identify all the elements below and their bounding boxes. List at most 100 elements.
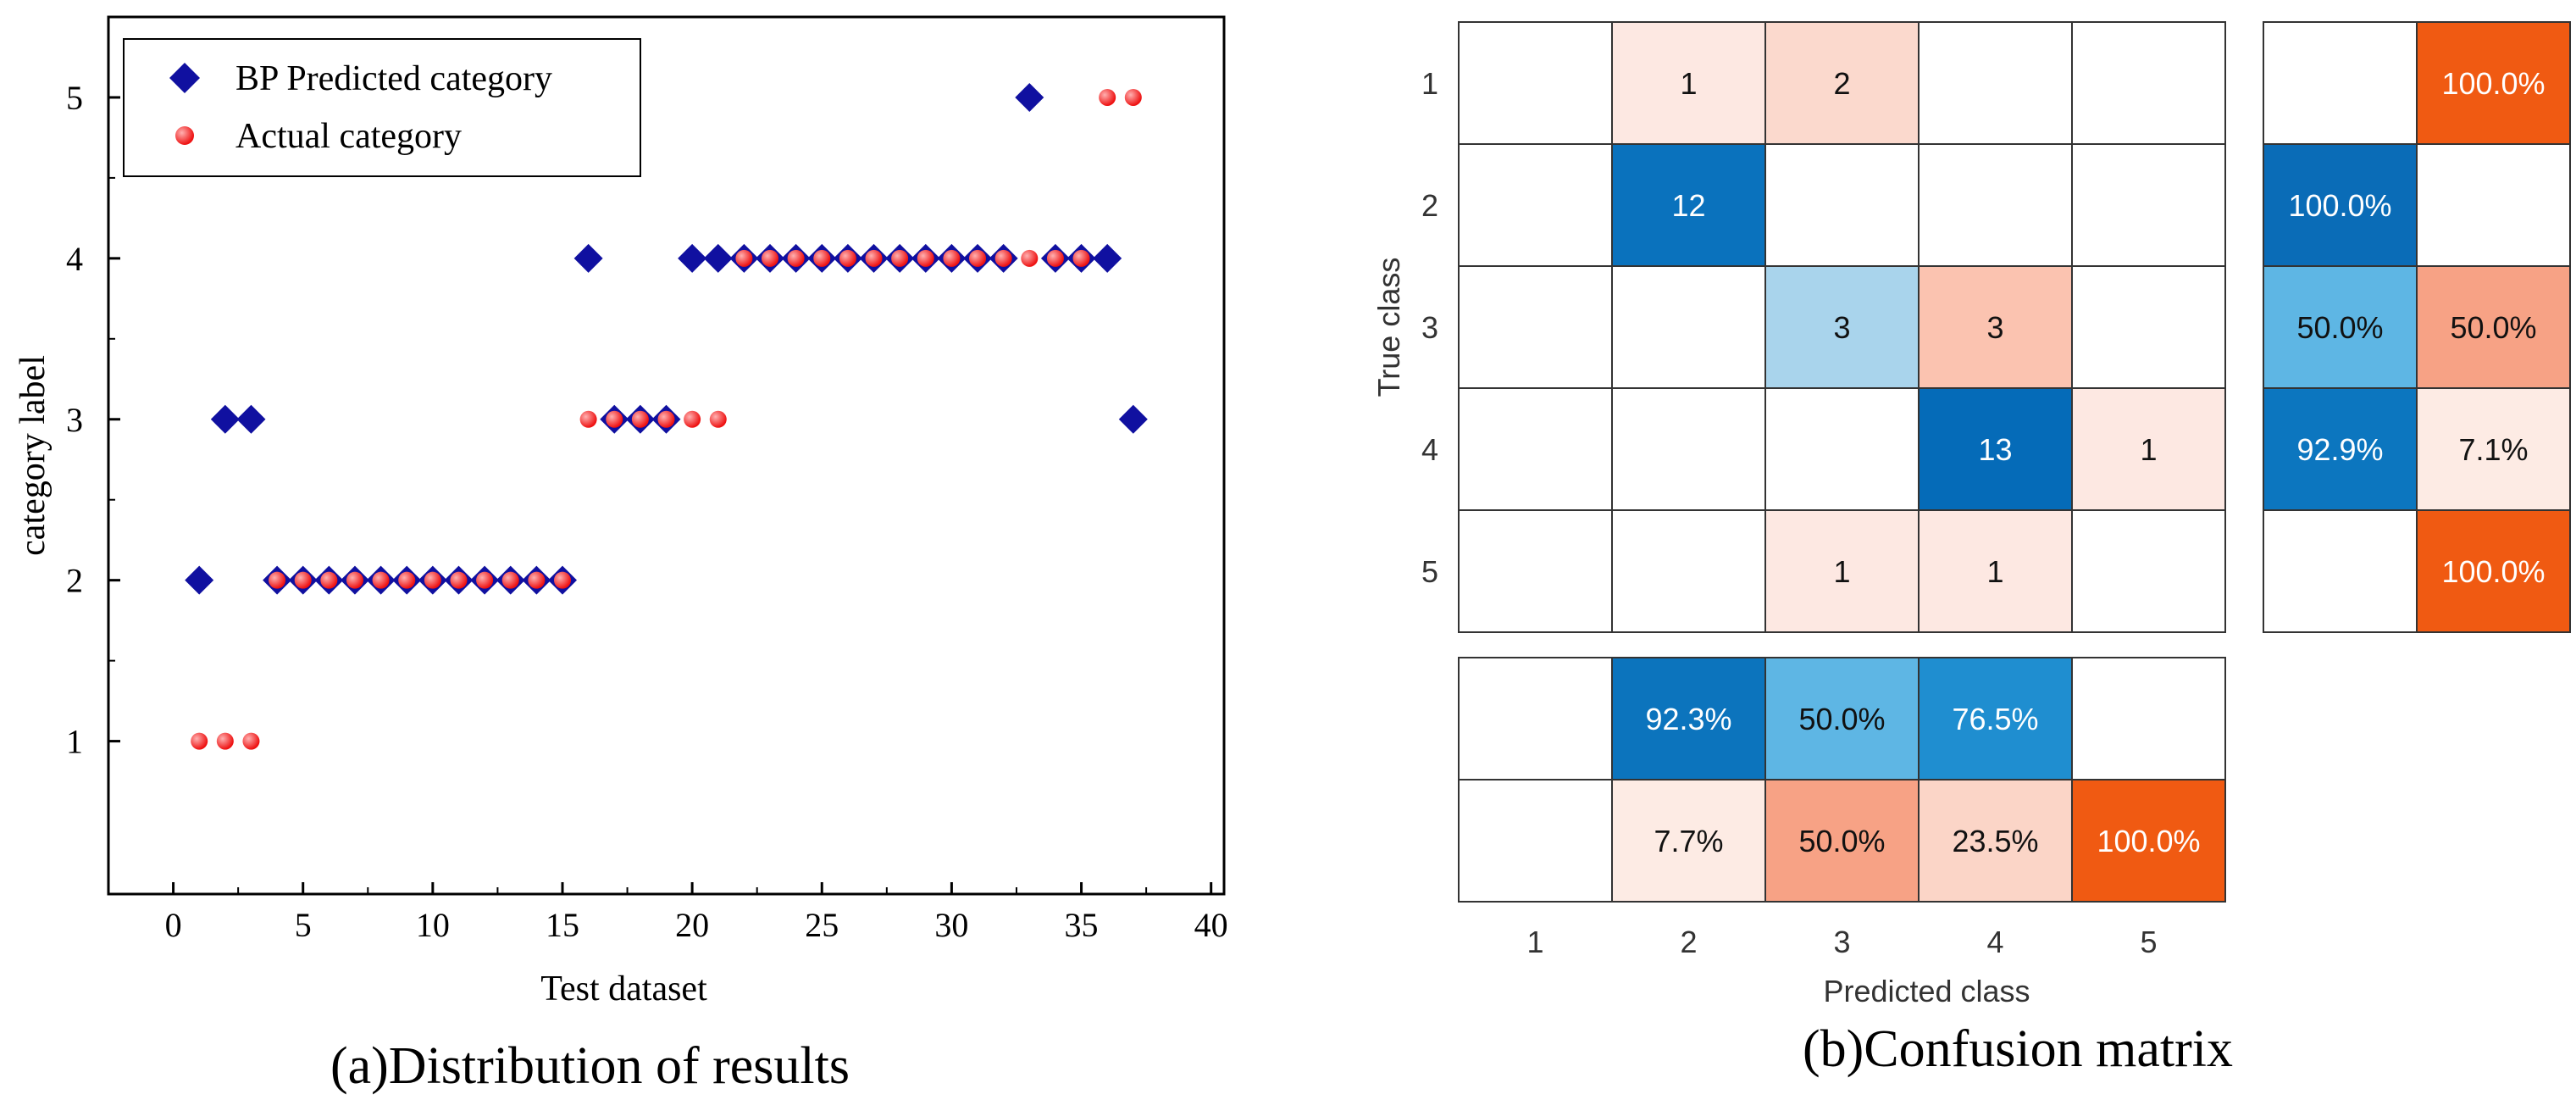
confusion-matrix-column-labels: 1 2 3 4 5 <box>1526 925 2157 959</box>
x-tick-label: 30 <box>934 906 968 944</box>
row-summary-cell-value: 50.0% <box>2450 310 2536 345</box>
confusion-cell-value: 3 <box>1986 310 2003 345</box>
y-tick-label: 3 <box>66 401 83 439</box>
confusion-cell <box>2071 21 2226 145</box>
confusion-cell <box>1764 387 1920 511</box>
row-summary-cell <box>2263 143 2418 267</box>
legend-bp-label: BP Predicted category <box>235 59 552 98</box>
confusion-cell <box>1458 143 1613 267</box>
bp-predicted-point <box>678 243 707 273</box>
actual-category-point <box>917 249 934 267</box>
actual-category-point <box>943 249 961 267</box>
confusion-cell <box>1611 265 1766 389</box>
actual-category-point <box>553 571 571 589</box>
bp-predicted-point <box>1118 404 1148 434</box>
row-summary-cell <box>2416 387 2571 511</box>
actual-category-point <box>735 249 753 267</box>
actual-category-point <box>424 571 441 589</box>
confusion-cell-value: 1 <box>2140 432 2157 467</box>
actual-category-point <box>501 571 519 589</box>
row-summary-cell-value: 92.9% <box>2296 432 2383 467</box>
confusion-cell-value: 12 <box>1671 188 1705 223</box>
scatter-x-ticks: 0 5 10 15 20 25 30 35 40 <box>165 882 1228 944</box>
actual-category-point <box>1021 249 1039 267</box>
confusion-cell <box>1611 509 1766 633</box>
column-summary-cell <box>1458 779 1613 903</box>
row-summary-cell-value: 50.0% <box>2296 310 2383 345</box>
column-class-label: 5 <box>2140 925 2157 959</box>
row-summary-cell-value: 100.0% <box>2288 188 2391 223</box>
x-tick-label: 40 <box>1194 906 1228 944</box>
actual-category-point <box>865 249 883 267</box>
column-class-label: 3 <box>1833 925 1850 959</box>
scatter-y-axis-label: category label <box>14 355 53 556</box>
scatter-y-ticks: 1 2 3 4 5 <box>66 79 120 761</box>
column-summary-cell-value: 50.0% <box>1798 824 1885 858</box>
confusion-cell <box>1764 509 1920 633</box>
actual-category-point <box>1124 88 1142 106</box>
confusion-cell <box>2071 143 2226 267</box>
column-summary-cell <box>1764 779 1920 903</box>
legend-box <box>123 38 641 177</box>
column-class-label: 4 <box>1986 925 2003 959</box>
legend-circle-icon <box>175 126 194 145</box>
confusion-matrix-row-summary: 100.0% 100.0% 50.0% 50.0% 92.9% 7.1% 100.0% <box>2263 21 2571 633</box>
column-summary-cell <box>2071 779 2226 903</box>
actual-category-point <box>813 249 831 267</box>
confusion-cell <box>1764 143 1920 267</box>
row-summary-cell-value: 100.0% <box>2441 554 2545 589</box>
confusion-cell-value: 2 <box>1833 66 1850 101</box>
confusion-cell-value: 3 <box>1833 310 1850 345</box>
column-summary-cell <box>1611 779 1766 903</box>
confusion-y-axis-label: True class <box>1371 258 1406 397</box>
y-tick-label: 5 <box>66 79 83 117</box>
row-class-label: 2 <box>1421 188 1438 223</box>
confusion-cell <box>1458 509 1613 633</box>
column-summary-cell-value: 100.0% <box>2097 824 2200 858</box>
actual-category-point <box>450 571 468 589</box>
actual-category-point <box>787 249 805 267</box>
x-tick-label: 25 <box>805 906 839 944</box>
actual-category-point <box>320 571 338 589</box>
actual-category-point <box>657 410 675 428</box>
bp-predicted-point <box>185 565 214 595</box>
confusion-cell <box>1918 265 2073 389</box>
legend-diamond-icon <box>169 63 200 93</box>
actual-category-point <box>606 410 623 428</box>
row-summary-cell <box>2416 265 2571 389</box>
row-summary-cell <box>2263 265 2418 389</box>
column-summary-cell-value: 92.3% <box>1645 702 1731 736</box>
column-class-label: 2 <box>1680 925 1697 959</box>
confusion-cell-value: 1 <box>1680 66 1697 101</box>
bp-predicted-point <box>1093 243 1122 273</box>
actual-category-point <box>969 249 987 267</box>
row-summary-cell <box>2416 143 2571 267</box>
actual-category-point <box>372 571 390 589</box>
x-tick-label: 10 <box>416 906 450 944</box>
column-summary-cell <box>1458 657 1613 780</box>
y-tick-label: 2 <box>66 562 83 600</box>
confusion-cell <box>1458 387 1613 511</box>
confusion-matrix-column-summary: 92.3% 50.0% 76.5% 7.7% 50.0% 23.5% 100.0% <box>1458 657 2226 903</box>
column-summary-cell <box>1918 779 2073 903</box>
scatter-legend: BP Predicted category Actual category <box>123 38 641 177</box>
x-tick-label: 20 <box>675 906 709 944</box>
column-summary-cell-value: 76.5% <box>1952 702 2038 736</box>
scatter-caption: (a)Distribution of results <box>330 1037 850 1095</box>
row-summary-cell <box>2263 387 2418 511</box>
bp-predicted-point <box>573 243 603 273</box>
confusion-cell-value: 1 <box>1833 554 1850 589</box>
bp-predicted-point <box>703 243 733 273</box>
confusion-cell <box>2071 509 2226 633</box>
confusion-cell <box>1918 143 2073 267</box>
row-summary-cell-value: 100.0% <box>2441 66 2545 101</box>
x-tick-label: 5 <box>295 906 312 944</box>
row-class-label: 3 <box>1421 310 1438 345</box>
row-class-label: 4 <box>1421 432 1438 467</box>
column-summary-cell <box>1611 657 1766 780</box>
legend-actual-label: Actual category <box>235 117 462 156</box>
confusion-x-axis-label: Predicted class <box>1823 974 2030 1008</box>
row-summary-cell <box>2263 21 2418 145</box>
x-tick-label: 35 <box>1065 906 1099 944</box>
actual-category-point <box>476 571 494 589</box>
